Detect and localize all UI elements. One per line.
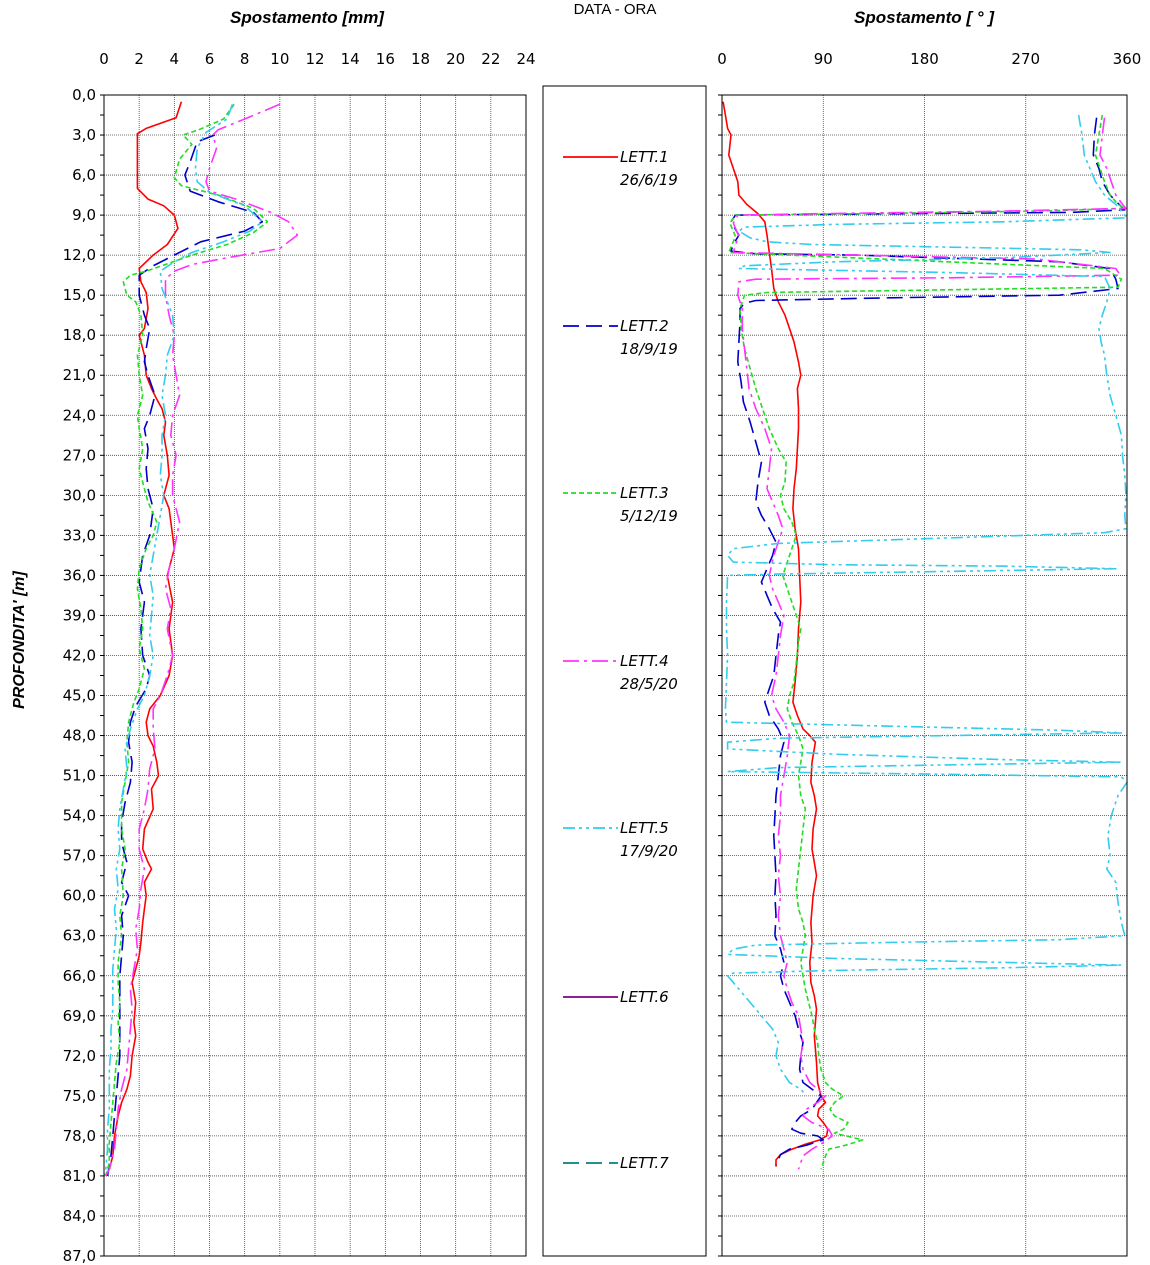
x-tick-label: 24 bbox=[516, 50, 535, 68]
y-tick-label: 33,0 bbox=[63, 526, 96, 544]
series-line-lett3 bbox=[728, 114, 1126, 1170]
series-line-lett5 bbox=[724, 114, 1128, 1097]
plot-frame bbox=[103, 94, 527, 1257]
y-tick-label: 9,0 bbox=[72, 206, 96, 224]
chart-displacement-deg: 0 90 180 270 360 bbox=[717, 50, 1142, 1257]
y-tick-label: 69,0 bbox=[63, 1007, 96, 1025]
y-tick-label: 36,0 bbox=[63, 566, 96, 584]
legend-label: LETT.4 bbox=[620, 652, 669, 670]
y-tick-label: 78,0 bbox=[63, 1127, 96, 1145]
legend-date: 18/9/19 bbox=[620, 340, 678, 358]
center-header: DATA - ORA bbox=[574, 1, 657, 18]
series-line-lett4 bbox=[105, 103, 299, 1177]
x-tick-label: 0 bbox=[99, 50, 109, 68]
x-tick-label: 6 bbox=[205, 50, 215, 68]
series-line-lett1 bbox=[722, 101, 829, 1167]
y-tick-label: 66,0 bbox=[63, 967, 96, 985]
x-tick-label: 12 bbox=[305, 50, 324, 68]
x-tick-label: 20 bbox=[446, 50, 465, 68]
x-tick-label: 360 bbox=[1113, 50, 1142, 68]
y-tick-label: 42,0 bbox=[63, 646, 96, 664]
y-tick-label: 51,0 bbox=[63, 767, 96, 785]
x-tick-label: 16 bbox=[376, 50, 395, 68]
x-tick-label: 0 bbox=[717, 50, 727, 68]
x-tick-label: 14 bbox=[341, 50, 360, 68]
y-tick-label: 75,0 bbox=[63, 1087, 96, 1105]
series-line-lett4 bbox=[732, 117, 1127, 1170]
y-tick-label: 54,0 bbox=[63, 807, 96, 825]
plot-frame bbox=[721, 94, 1128, 1257]
legend-date: 26/6/19 bbox=[620, 171, 678, 189]
y-tick-label: 87,0 bbox=[63, 1247, 96, 1265]
legend-label: LETT.6 bbox=[620, 988, 669, 1006]
x-tick-label: 90 bbox=[814, 50, 833, 68]
series-line-lett2 bbox=[106, 134, 264, 1177]
y-tick-label: 0,0 bbox=[72, 86, 96, 104]
chart-title-displacement-mm: Spostamento [mm] bbox=[230, 8, 385, 27]
legend-date: 5/12/19 bbox=[620, 507, 678, 525]
y-tick-label: 3,0 bbox=[72, 126, 96, 144]
x-tick-label: 4 bbox=[170, 50, 180, 68]
y-tick-label: 60,0 bbox=[63, 887, 96, 905]
legend-label: LETT.2 bbox=[620, 317, 669, 335]
y-axis-label-depth: PROFONDITA' [m] bbox=[11, 570, 28, 708]
x-tick-label: 180 bbox=[910, 50, 939, 68]
y-tick-label: 48,0 bbox=[63, 727, 96, 745]
y-tick-label: 39,0 bbox=[63, 606, 96, 624]
legend-label: LETT.5 bbox=[620, 819, 669, 837]
legend-label: LETT.7 bbox=[620, 1154, 669, 1172]
series-line-lett1 bbox=[105, 101, 183, 1177]
y-tick-label: 21,0 bbox=[63, 366, 96, 384]
y-tick-label: 81,0 bbox=[63, 1167, 96, 1185]
y-tick-label: 57,0 bbox=[63, 847, 96, 865]
y-tick-label: 72,0 bbox=[63, 1047, 96, 1065]
legend-box bbox=[542, 85, 707, 1257]
x-tick-label: 10 bbox=[270, 50, 289, 68]
x-tick-label: 270 bbox=[1011, 50, 1040, 68]
chart-title-displacement-deg: Spostamento [ ° ] bbox=[854, 8, 995, 27]
y-tick-label: 30,0 bbox=[63, 486, 96, 504]
series-line-lett2 bbox=[730, 117, 1126, 1166]
legend-date: 28/5/20 bbox=[620, 675, 678, 693]
y-tick-label: 18,0 bbox=[63, 326, 96, 344]
legend: LETT.1 26/6/19 LETT.2 18/9/19 LETT.3 5/12/19 L… bbox=[563, 148, 678, 1172]
y-tick-label: 45,0 bbox=[63, 687, 96, 705]
x-tick-label: 8 bbox=[240, 50, 250, 68]
legend-date: 17/9/20 bbox=[620, 842, 678, 860]
x-tick-label: 2 bbox=[134, 50, 144, 68]
y-tick-label: 84,0 bbox=[63, 1207, 96, 1225]
y-tick-label: 27,0 bbox=[63, 446, 96, 464]
series-line-lett5 bbox=[104, 104, 264, 1177]
y-tick-label: 6,0 bbox=[72, 166, 96, 184]
y-tick-label: 24,0 bbox=[63, 406, 96, 424]
y-tick-label: 15,0 bbox=[63, 286, 96, 304]
legend-label: LETT.1 bbox=[620, 148, 669, 166]
series-line-lett3 bbox=[105, 103, 269, 1177]
y-tick-label: 63,0 bbox=[63, 927, 96, 945]
y-tick-label: 12,0 bbox=[63, 246, 96, 264]
legend-label: LETT.3 bbox=[620, 484, 669, 502]
chart-displacement-mm: 0 2 4 6 8 10 12 14 16 18 20 22 240,03,06,09,012,015,… bbox=[63, 50, 536, 1265]
x-tick-label: 18 bbox=[411, 50, 430, 68]
x-tick-label: 22 bbox=[481, 50, 500, 68]
